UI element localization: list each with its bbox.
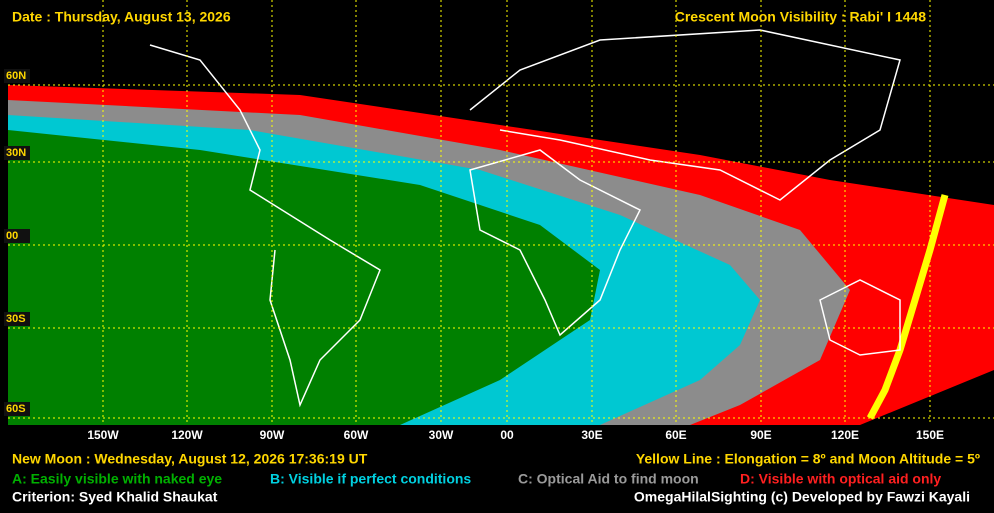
lat-label-bg	[4, 312, 30, 326]
lon-labels: 150W 120W 90W 60W 30W 00 30E 60E 90E 120E 150E	[87, 428, 944, 442]
lon-label: 90W	[260, 428, 285, 442]
yellow-line-note: Yellow Line : Elongation = 8º and Moon A…	[636, 451, 980, 467]
lon-label: 30E	[581, 428, 602, 442]
lat-label: 30N	[6, 147, 26, 159]
legend-c: C: Optical Aid to find moon	[518, 471, 699, 487]
legend-d: D: Visible with optical aid only	[740, 471, 941, 487]
lat-label-bg	[4, 402, 30, 416]
zone-a	[8, 130, 600, 425]
yellow-line	[866, 194, 949, 420]
lat-label-bg	[4, 69, 30, 83]
lon-label: 00	[500, 428, 514, 442]
title: Crescent Moon Visibility : Rabi' I 1448	[675, 9, 926, 25]
lat-labels: 60N 30N 00 30S 60S	[4, 69, 30, 416]
date: Date : Thursday, August 13, 2026	[12, 9, 231, 25]
lat-label: 00	[6, 230, 18, 242]
criterion: Criterion: Syed Khalid Shaukat	[12, 489, 218, 505]
lat-label-bg	[4, 229, 30, 243]
legend-a: A: Easily visible with naked eye	[12, 471, 222, 487]
visibility-zones	[8, 85, 994, 425]
lon-label: 30W	[429, 428, 454, 442]
lat-label-bg	[4, 146, 30, 160]
lon-label: 120E	[831, 428, 859, 442]
credit: OmegaHilalSighting (c) Developed by Fawz…	[634, 489, 970, 505]
grid	[8, 0, 994, 425]
lon-label: 150E	[916, 428, 944, 442]
lat-label: 30S	[6, 313, 26, 325]
lon-label: 120W	[171, 428, 203, 442]
coastlines	[149, 29, 901, 408]
lat-label: 60N	[6, 70, 26, 82]
new-moon: New Moon : Wednesday, August 12, 2026 17…	[12, 451, 368, 467]
lat-label: 60S	[6, 403, 26, 415]
lon-label: 60W	[344, 428, 369, 442]
lon-label: 150W	[87, 428, 119, 442]
lon-label: 90E	[750, 428, 771, 442]
legend-b: B: Visible if perfect conditions	[270, 471, 471, 487]
lon-label: 60E	[665, 428, 686, 442]
